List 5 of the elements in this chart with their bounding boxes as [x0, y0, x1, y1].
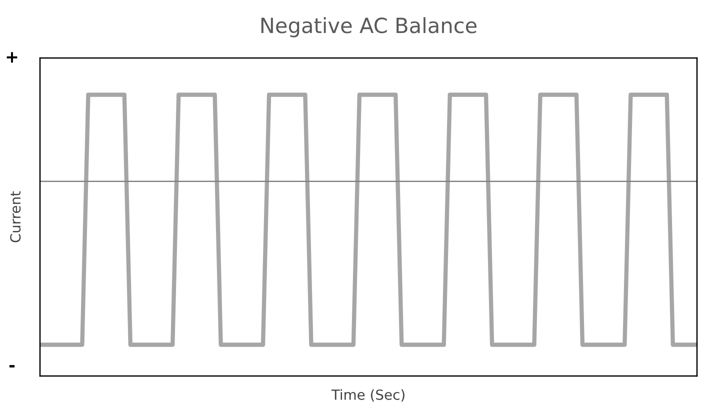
chart-title: Negative AC Balance [261, 17, 477, 38]
text: - [9, 365, 15, 368]
y-axis-title: Current [10, 191, 21, 242]
text: + [6, 52, 18, 63]
x-axis-title: Time (Sec) [331, 389, 404, 402]
